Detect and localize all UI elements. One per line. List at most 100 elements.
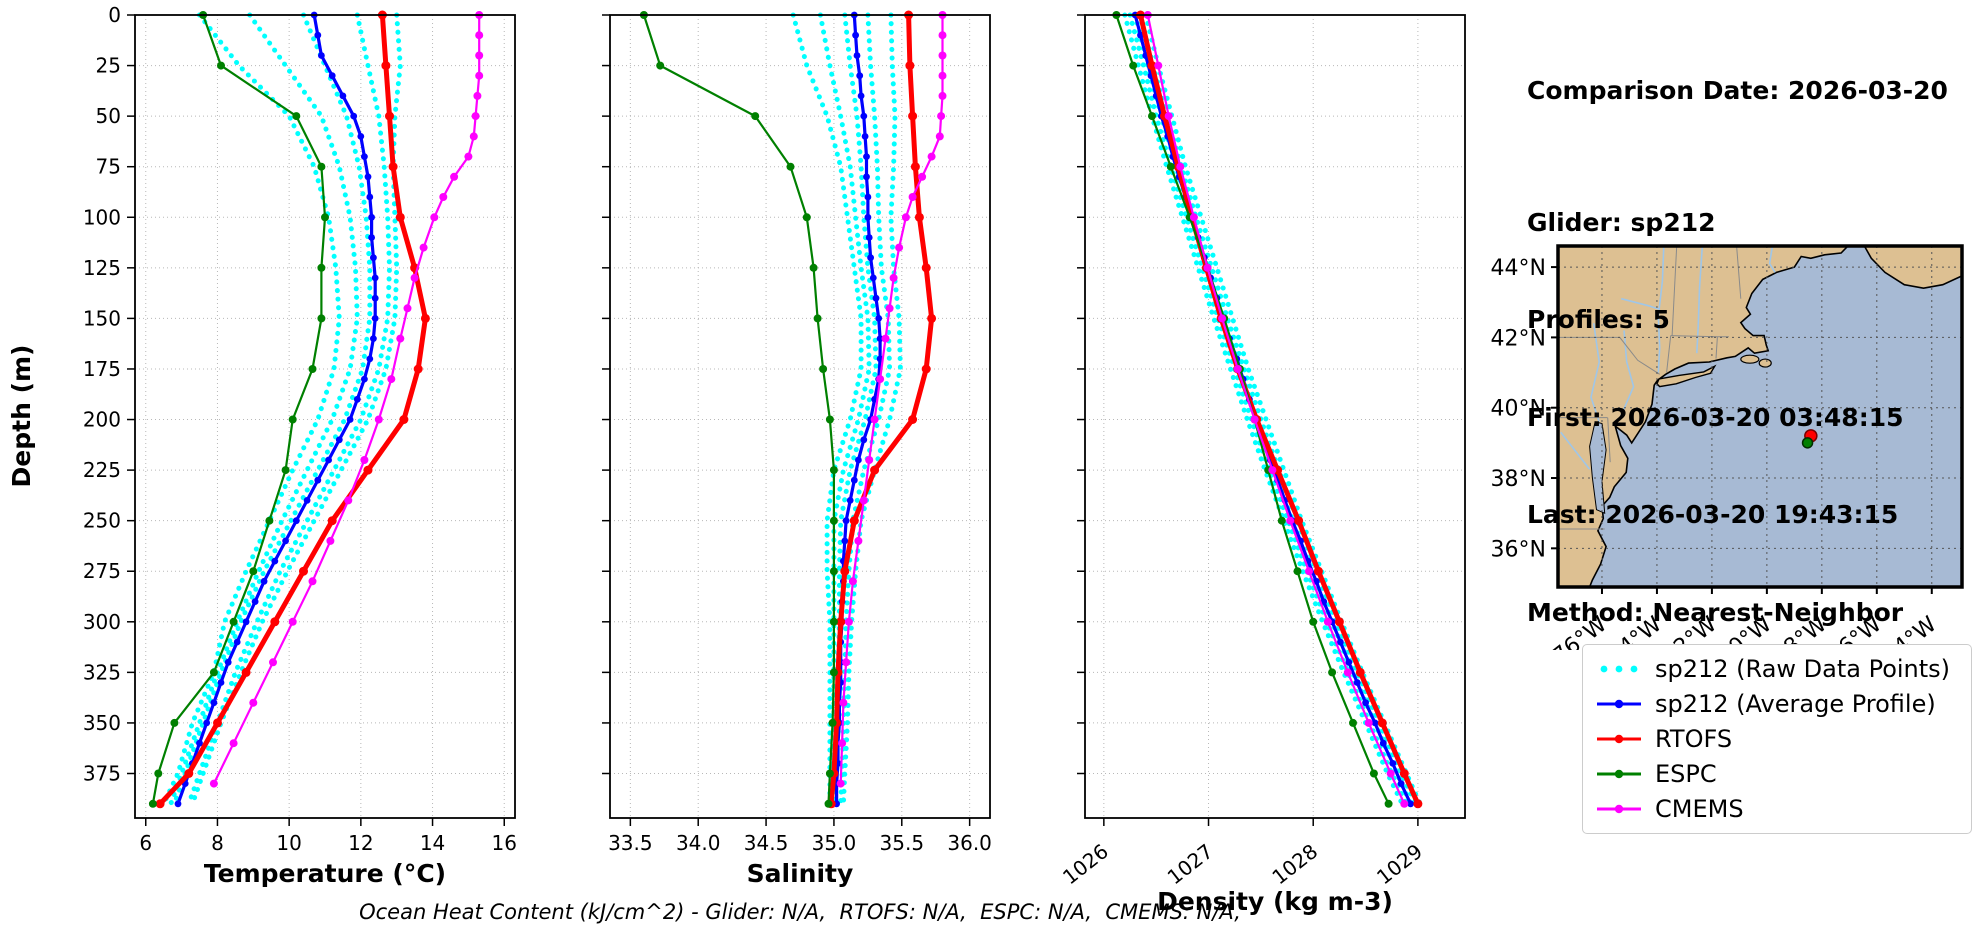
svg-text:150: 150 xyxy=(83,306,121,330)
temperature-series-rtofs xyxy=(155,10,430,809)
river xyxy=(1696,246,1704,354)
island xyxy=(1758,358,1772,368)
river xyxy=(1768,246,1776,273)
salinity-grid xyxy=(610,14,990,818)
comparison-date-text: Comparison Date: 2026-03-20 xyxy=(1527,76,1948,105)
density-grid xyxy=(1085,14,1465,818)
density-axis-label: Density (kg m-3) xyxy=(1157,887,1393,916)
svg-text:35.0: 35.0 xyxy=(812,831,857,855)
temperature-series-cmems xyxy=(209,11,484,788)
svg-text:25: 25 xyxy=(96,54,121,78)
map-lat-label: 42°N xyxy=(1491,326,1546,351)
svg-text:250: 250 xyxy=(83,509,121,533)
glider-location-marker xyxy=(1801,437,1814,449)
legend-entry: sp212 (Average Profile) xyxy=(1595,690,1955,718)
first-profile-time-text: First: 2026-03-20 03:48:15 xyxy=(1527,402,1904,432)
chart-legend: sp212 (Raw Data Points) sp212 (Average Pr… xyxy=(1582,644,1972,834)
map-lat-label: 36°N xyxy=(1491,537,1546,562)
legend-label: sp212 (Raw Data Points) xyxy=(1655,655,1951,683)
svg-text:175: 175 xyxy=(83,357,121,381)
legend-label: sp212 (Average Profile) xyxy=(1655,690,1936,718)
svg-text:16: 16 xyxy=(492,831,517,855)
svg-text:36.0: 36.0 xyxy=(947,831,992,855)
ocean-heat-content-note: Ocean Heat Content (kJ/cm^2) - Glider: N… xyxy=(359,900,1241,924)
legend-line-swatch xyxy=(1597,769,1641,779)
svg-text:225: 225 xyxy=(83,458,121,482)
temperature-series-sp212-raw-3 xyxy=(171,12,373,807)
river xyxy=(1657,246,1665,373)
svg-text:12: 12 xyxy=(348,831,373,855)
legend-line-swatch xyxy=(1597,804,1641,814)
temperature-series-sp212-avg xyxy=(174,11,379,808)
svg-text:6: 6 xyxy=(139,831,152,855)
state-border xyxy=(1671,246,1678,336)
glider-name-text: Glider: sp212 xyxy=(1527,207,1716,237)
svg-text:200: 200 xyxy=(83,408,121,432)
legend-label: RTOFS xyxy=(1655,725,1733,753)
svg-text:8: 8 xyxy=(211,831,224,855)
method-text: Method: Nearest-Neighbor xyxy=(1527,597,1904,627)
temperature-series-sp212-raw-4 xyxy=(186,12,393,807)
long-island xyxy=(1656,364,1717,388)
svg-text:75: 75 xyxy=(96,155,121,179)
map-lat-label: 38°N xyxy=(1491,467,1546,492)
legend-dots-swatch xyxy=(1600,665,1638,673)
legend-entry: ESPC xyxy=(1595,760,1955,788)
last-profile-time-text: Last: 2026-03-20 19:43:15 xyxy=(1527,500,1899,529)
svg-text:1027: 1027 xyxy=(1163,839,1218,889)
location-map: 44°N42°N40°N38°N36°N76°W74°W72°W70°W68°W… xyxy=(1491,244,1964,650)
temperature-axis-label: Temperature (°C) xyxy=(204,859,446,888)
profiles-count-text: Profiles: 5 xyxy=(1527,305,1670,334)
salinity-series-sp212-raw-1 xyxy=(790,12,864,807)
svg-text:350: 350 xyxy=(83,711,121,735)
svg-text:1028: 1028 xyxy=(1267,839,1322,889)
svg-text:100: 100 xyxy=(83,205,121,229)
svg-text:325: 325 xyxy=(83,660,121,684)
density-series-sp212-raw-4 xyxy=(1138,12,1419,807)
map-lat-label: 44°N xyxy=(1491,256,1546,281)
map-layers xyxy=(1558,246,1962,587)
svg-text:33.5: 33.5 xyxy=(608,831,653,855)
legend-label: ESPC xyxy=(1655,760,1717,788)
svg-text:0: 0 xyxy=(108,3,121,27)
legend-line-swatch xyxy=(1597,734,1641,744)
profile-charts: 6 8 10 12 14 16 0 25 50 75 100 125 150 175 200 225 250 27… xyxy=(7,3,1466,916)
density-series-rtofs xyxy=(1136,10,1423,809)
river xyxy=(1621,297,1660,311)
svg-text:125: 125 xyxy=(83,256,121,280)
info-panel: Comparison Date: 2026-03-20 Glider: sp21… xyxy=(1527,10,1948,694)
svg-text:34.5: 34.5 xyxy=(744,831,789,855)
svg-text:375: 375 xyxy=(83,762,121,786)
density-series-sp212-raw-5 xyxy=(1143,12,1423,807)
temperature-series-sp212-raw-2 xyxy=(168,12,360,807)
legend-entry: RTOFS xyxy=(1595,725,1955,753)
temperature-series-espc xyxy=(148,11,329,808)
density-series-sp212-raw-1 xyxy=(1122,12,1405,807)
legend-entry: sp212 (Raw Data Points) xyxy=(1595,655,1955,683)
salinity-axis-label: Salinity xyxy=(747,859,854,888)
state-border xyxy=(1736,246,1742,299)
svg-text:1026: 1026 xyxy=(1058,839,1113,889)
island xyxy=(1740,354,1760,364)
temperature-grid xyxy=(135,14,515,818)
temperature-series-sp212-raw-1 xyxy=(161,12,342,807)
temperature-chart: 6 8 10 12 14 16 0 25 50 75 100 125 150 175 200 225 250 27… xyxy=(83,3,517,888)
depth-axis-label: Depth (m) xyxy=(7,345,36,488)
salinity-series-sp212-raw-5 xyxy=(840,12,903,807)
svg-text:300: 300 xyxy=(83,610,121,634)
density-series-cmems xyxy=(1143,11,1409,808)
state-border xyxy=(1666,335,1672,373)
salinity-series-cmems xyxy=(836,11,947,788)
svg-text:14: 14 xyxy=(420,831,445,855)
map-lat-label: 40°N xyxy=(1491,397,1546,422)
svg-text:1029: 1029 xyxy=(1372,839,1427,889)
river xyxy=(1590,323,1601,423)
salinity-series-espc xyxy=(639,11,838,808)
svg-text:50: 50 xyxy=(96,104,121,128)
state-border xyxy=(1607,417,1611,463)
svg-text:35.5: 35.5 xyxy=(880,831,925,855)
salinity-chart: 33.5 34.0 34.5 35.0 35.5 36.0 Salinity xyxy=(602,10,992,888)
legend-entry: CMEMS xyxy=(1595,795,1955,823)
svg-text:10: 10 xyxy=(276,831,301,855)
